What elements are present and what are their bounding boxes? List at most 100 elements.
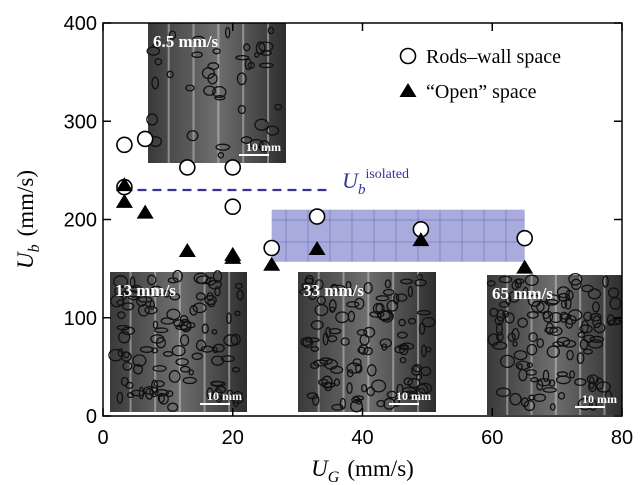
bubble xyxy=(212,86,227,99)
bubble xyxy=(363,281,373,294)
bubble xyxy=(328,327,342,335)
bubble xyxy=(333,378,341,387)
bubble xyxy=(160,317,175,325)
bubble xyxy=(509,392,522,406)
bubble xyxy=(536,338,545,349)
bubble xyxy=(234,310,241,317)
bubble xyxy=(213,388,223,401)
bubble xyxy=(330,284,346,292)
bubble xyxy=(149,299,156,310)
point xyxy=(115,193,133,208)
bubble xyxy=(602,275,609,288)
bubble xyxy=(236,289,244,301)
bubble xyxy=(366,386,376,397)
bubble xyxy=(546,345,561,359)
bubble xyxy=(173,319,185,328)
bubble xyxy=(188,369,195,376)
bubble xyxy=(117,311,126,320)
bubble xyxy=(346,382,353,395)
bubble xyxy=(247,61,256,69)
bubble xyxy=(346,369,354,378)
bubble xyxy=(567,309,583,321)
bubble xyxy=(274,103,283,111)
bubble xyxy=(549,311,563,324)
point xyxy=(115,177,133,192)
bubble xyxy=(166,70,174,79)
bubble xyxy=(193,272,209,284)
bubble xyxy=(400,278,414,285)
bubble xyxy=(212,48,221,55)
bubble xyxy=(234,282,243,290)
bubble xyxy=(495,322,503,336)
bubble xyxy=(243,43,251,52)
bubble xyxy=(402,390,417,399)
bubble xyxy=(495,387,512,398)
bubble xyxy=(146,113,159,126)
bubble xyxy=(504,312,515,324)
bubble xyxy=(492,341,508,350)
point xyxy=(116,136,133,154)
bubble xyxy=(154,58,163,66)
point xyxy=(136,204,154,219)
bubble xyxy=(310,346,320,352)
bubble xyxy=(149,285,164,297)
bubble xyxy=(417,273,423,281)
point xyxy=(263,256,281,271)
bubble xyxy=(412,363,423,373)
bubble xyxy=(399,356,407,364)
bubble xyxy=(346,362,362,374)
reference-label: Ubisolated xyxy=(342,167,409,198)
bubble xyxy=(411,365,421,376)
bubble xyxy=(574,378,587,387)
bubble xyxy=(146,274,157,286)
bubble xyxy=(371,379,387,393)
legend-label: Rods–wall space xyxy=(426,46,561,68)
point xyxy=(224,249,242,264)
bubble xyxy=(206,387,214,400)
bubble xyxy=(314,303,329,317)
bubble xyxy=(375,295,390,302)
bubble xyxy=(328,299,337,313)
bubble xyxy=(185,84,195,92)
bubble xyxy=(249,138,264,149)
bubble xyxy=(517,317,528,328)
bubble xyxy=(175,357,189,366)
inset-scale: 10 mm xyxy=(582,392,617,406)
inset-label: 13 mm/s xyxy=(115,281,176,300)
y-axis-label: Ub (mm/s) xyxy=(13,170,43,269)
bubble xyxy=(340,337,350,346)
subscript: b xyxy=(26,244,43,252)
bubble xyxy=(346,301,360,308)
point xyxy=(308,208,326,225)
bubble xyxy=(568,272,583,286)
bubble xyxy=(397,331,408,339)
bubble xyxy=(191,51,203,59)
bubble xyxy=(398,318,406,327)
bubble xyxy=(310,320,324,330)
bubble xyxy=(116,391,124,404)
bubble xyxy=(527,294,542,307)
bubble xyxy=(486,280,496,287)
bubble xyxy=(215,143,231,151)
bubble xyxy=(416,309,432,316)
bubble xyxy=(588,399,598,411)
bubble xyxy=(327,335,338,343)
bubble xyxy=(511,327,520,341)
bubble xyxy=(384,279,392,289)
bubble xyxy=(305,337,320,343)
point xyxy=(178,242,196,257)
bubble xyxy=(304,277,314,285)
bubble xyxy=(542,369,550,383)
bubble xyxy=(582,348,593,355)
bubble xyxy=(502,310,510,319)
superscript: isolated xyxy=(365,167,409,182)
point xyxy=(179,159,196,176)
y-tick-label: 100 xyxy=(64,308,97,330)
point xyxy=(224,159,242,176)
point xyxy=(224,198,242,216)
bubble xyxy=(179,334,190,347)
y-tick-label: 400 xyxy=(64,13,97,35)
bubble xyxy=(542,387,557,393)
bubble xyxy=(369,310,385,318)
subscript: b xyxy=(358,182,366,198)
